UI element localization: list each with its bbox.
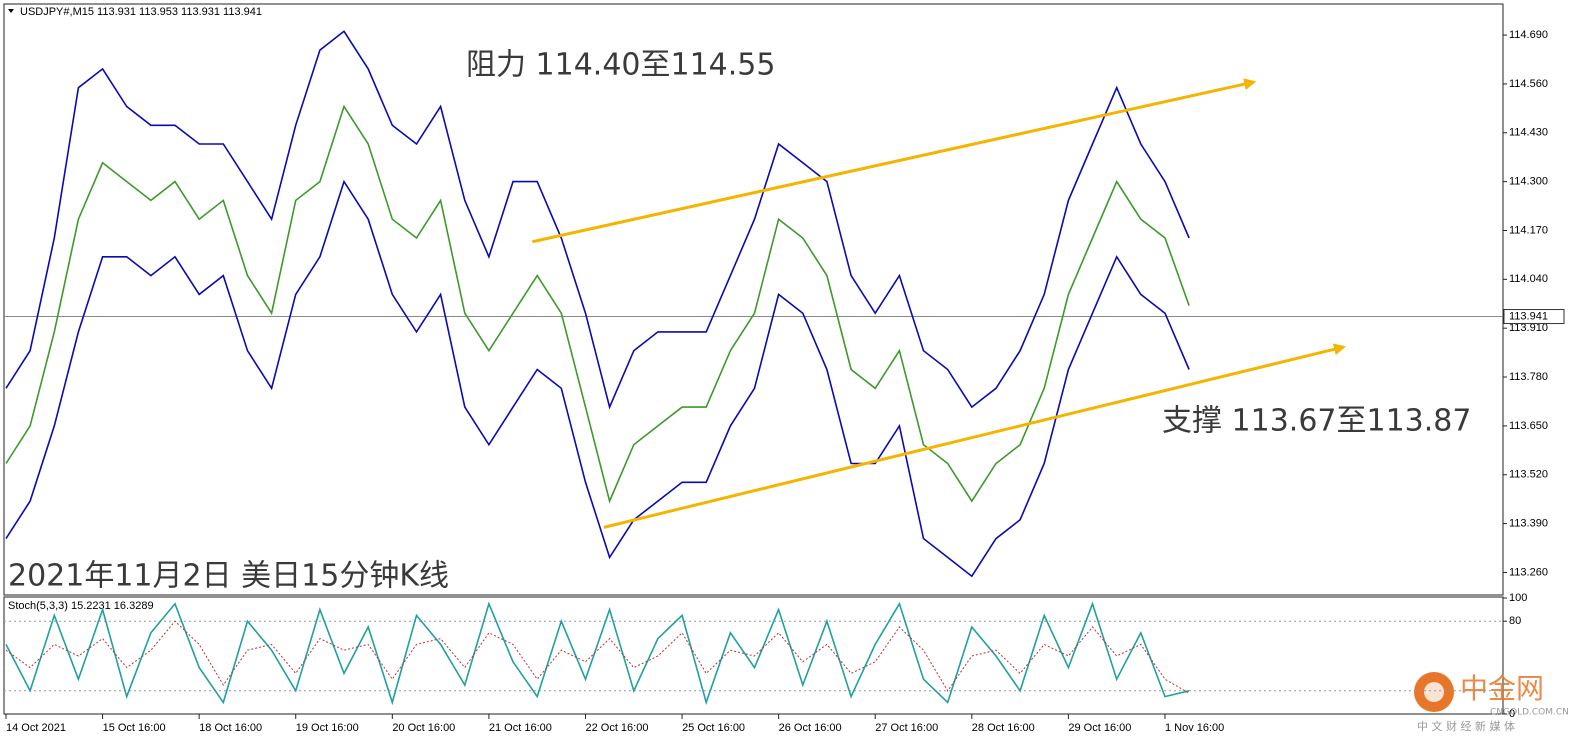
date-note: 2021年11月2日 美日15分钟K线 [8, 559, 449, 594]
y-tick-label: 113.650 [1509, 420, 1548, 432]
logo-inner [1424, 682, 1444, 702]
series-line [5, 601, 1190, 706]
y-tick-label: 113.260 [1509, 566, 1548, 578]
site: CNGOLD.COM.CN [1490, 708, 1569, 718]
x-tick-label: 21 Oct 16:00 [489, 722, 552, 734]
x-tick-label: 1 Nov 16:00 [1165, 722, 1224, 734]
chart-title: USDJPY#,M15 113.931 113.953 113.931 113.… [20, 6, 262, 18]
y-tick-label: 113.390 [1509, 518, 1548, 530]
stoch-title: Stoch(5,3,3) 15.2231 16.3289 [8, 600, 154, 612]
series-line [5, 30, 1190, 410]
y-tick-label: 114.040 [1509, 273, 1548, 285]
y-tick-label: 113.780 [1509, 371, 1548, 383]
y-tick-label: 114.170 [1509, 224, 1548, 236]
main-frame [3, 3, 1504, 596]
stoch-frame [3, 596, 1504, 715]
y-tick-label: 0 [1509, 708, 1515, 720]
y-tick-label: 114.690 [1509, 29, 1548, 41]
x-tick-label: 27 Oct 16:00 [875, 722, 938, 734]
series-line [5, 620, 1190, 694]
y-tick-label: 100 [1509, 592, 1527, 604]
support-note: 支撑 113.67至113.87 [1162, 404, 1471, 439]
y-tick-label: 80 [1509, 615, 1521, 627]
trend-line [532, 78, 1257, 244]
series-line [5, 104, 1190, 504]
y-tick-label: 113.520 [1509, 469, 1548, 481]
last-price-label: 113.941 [1509, 310, 1548, 322]
last-price-box [1503, 309, 1565, 325]
brand: 中金网 [1460, 672, 1544, 705]
series-line [5, 179, 1190, 578]
x-tick-label: 25 Oct 16:00 [682, 722, 745, 734]
menu-triangle [8, 9, 14, 13]
x-tick-label: 14 Oct 2021 [6, 722, 66, 734]
y-tick-label: 114.430 [1509, 127, 1548, 139]
x-tick-label: 19 Oct 16:00 [296, 722, 359, 734]
x-tick-label: 29 Oct 16:00 [1068, 722, 1131, 734]
slogan: 中 文 财 经 新 媒 体 [1417, 719, 1515, 733]
x-tick-label: 18 Oct 16:00 [199, 722, 262, 734]
trend-line [603, 343, 1346, 529]
y-tick-label: 114.300 [1509, 176, 1548, 188]
y-tick-label: 114.560 [1509, 78, 1548, 90]
x-tick-label: 28 Oct 16:00 [972, 722, 1035, 734]
watermark: 中金网 CNGOLD.COM.CN 中 文 财 经 新 媒 体 [1414, 672, 1569, 733]
x-tick-label: 20 Oct 16:00 [392, 722, 455, 734]
resistance-note: 阻力 114.40至114.55 [466, 48, 775, 83]
x-tick-label: 26 Oct 16:00 [779, 722, 842, 734]
x-tick-label: 22 Oct 16:00 [585, 722, 648, 734]
x-tick-label: 15 Oct 16:00 [103, 722, 166, 734]
y-tick-label: 113.910 [1509, 322, 1548, 334]
